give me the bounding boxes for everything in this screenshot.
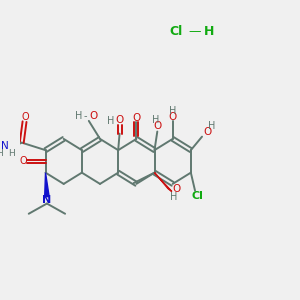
Text: O: O [172, 184, 180, 194]
Text: O: O [154, 121, 162, 131]
Text: O: O [169, 112, 177, 122]
Text: H: H [107, 116, 114, 126]
Text: O: O [203, 127, 211, 136]
Polygon shape [45, 173, 49, 197]
Text: H: H [204, 25, 214, 38]
Text: H: H [152, 115, 160, 125]
Text: O: O [116, 115, 124, 125]
Text: N: N [1, 141, 9, 151]
Text: H: H [169, 106, 176, 116]
Text: H: H [0, 148, 3, 158]
Text: N: N [42, 195, 52, 205]
Text: H: H [75, 111, 83, 122]
Text: O: O [90, 111, 98, 122]
Polygon shape [154, 173, 172, 191]
Text: Cl: Cl [169, 25, 182, 38]
Text: O: O [132, 113, 140, 123]
Text: -: - [84, 111, 87, 122]
Text: H: H [169, 192, 177, 202]
Text: H: H [208, 121, 215, 131]
Text: O: O [20, 156, 28, 167]
Text: Cl: Cl [192, 191, 204, 201]
Text: —: — [189, 25, 201, 38]
Text: H: H [8, 148, 15, 158]
Text: O: O [21, 112, 29, 122]
